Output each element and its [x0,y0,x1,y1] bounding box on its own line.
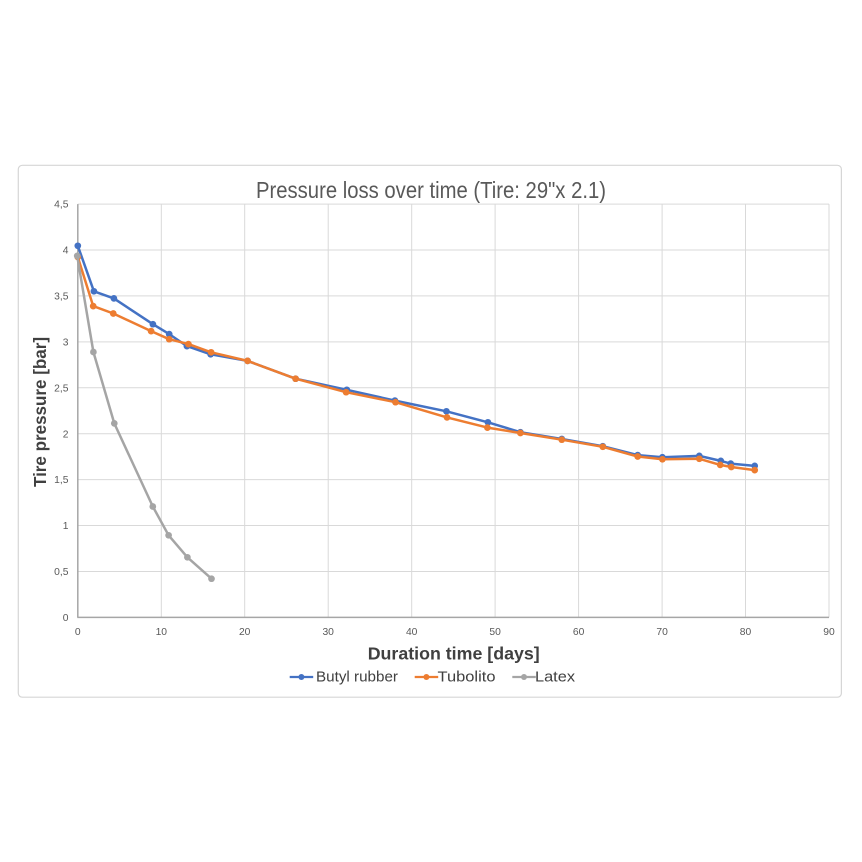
svg-text:2,5: 2,5 [54,383,69,394]
svg-text:20: 20 [239,627,251,638]
svg-text:3: 3 [63,338,69,349]
svg-text:0: 0 [75,627,81,638]
svg-text:1,5: 1,5 [54,475,69,486]
svg-text:10: 10 [156,627,168,638]
svg-text:Tire pressure [bar]: Tire pressure [bar] [30,337,50,487]
svg-text:90: 90 [823,627,835,638]
svg-text:0,5: 0,5 [54,567,69,578]
svg-text:2: 2 [63,429,69,440]
svg-text:70: 70 [656,627,668,638]
svg-text:1: 1 [63,521,69,532]
svg-text:Pressure loss over time (Tire:: Pressure loss over time (Tire: 29"x 2.1) [256,177,606,203]
svg-text:Duration time [days]: Duration time [days] [368,644,540,664]
svg-text:Tubolito: Tubolito [438,670,496,686]
svg-text:4: 4 [63,246,69,257]
svg-text:60: 60 [573,627,585,638]
svg-text:4,5: 4,5 [54,200,69,211]
svg-text:Butyl rubber: Butyl rubber [316,670,398,686]
svg-text:30: 30 [322,627,334,638]
svg-text:Latex: Latex [535,670,576,686]
svg-text:0: 0 [63,613,69,624]
svg-text:50: 50 [489,627,501,638]
svg-text:80: 80 [740,627,752,638]
svg-text:3,5: 3,5 [54,292,69,303]
svg-text:40: 40 [406,627,418,638]
